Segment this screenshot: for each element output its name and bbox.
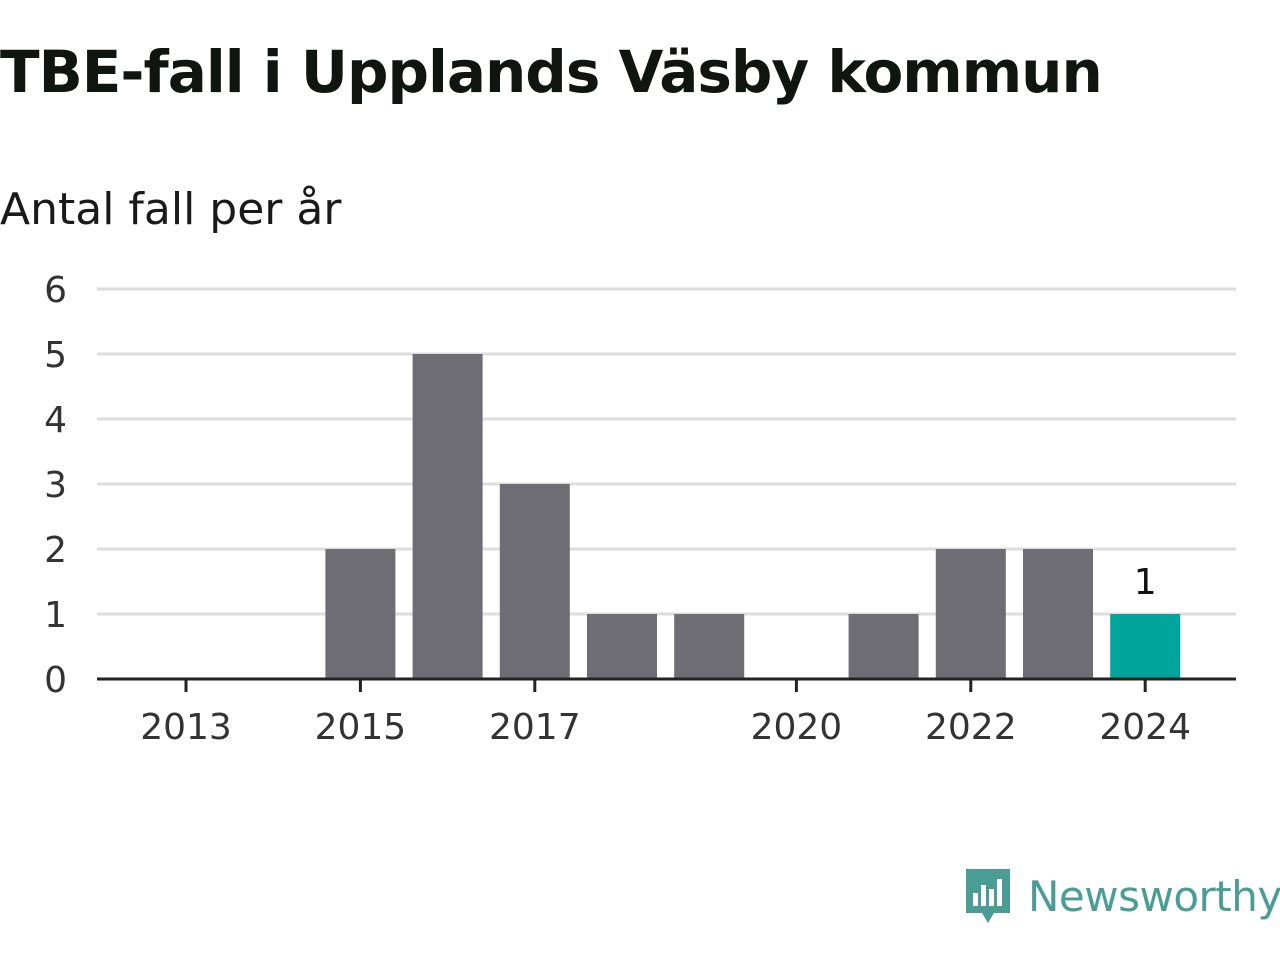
y-tick-label: 4 xyxy=(44,400,67,441)
bar-2015 xyxy=(325,549,396,679)
bar-2016 xyxy=(412,354,483,679)
bar-2024 xyxy=(1110,614,1181,679)
y-tick-label: 5 xyxy=(44,335,67,376)
bar-2018 xyxy=(587,614,657,679)
x-tick-label: 2024 xyxy=(1099,707,1191,748)
x-axis-ticks: 2013 2015 2017 2020 2022 2024 xyxy=(140,679,1191,748)
gridlines xyxy=(97,287,1236,616)
data-label-2024: 1 xyxy=(1134,562,1157,603)
x-tick-label: 2013 xyxy=(140,707,232,748)
chart-title: TBE-fall i Upplands Väsby kommun xyxy=(0,38,1103,106)
x-tick-label: 2020 xyxy=(751,707,843,748)
brand-name: Newsworthy xyxy=(1028,871,1280,921)
x-tick-label: 2022 xyxy=(925,707,1017,748)
y-tick-label: 3 xyxy=(44,465,67,506)
newsworthy-logo: Newsworthy xyxy=(962,864,1280,928)
y-tick-label: 6 xyxy=(44,270,67,311)
newsworthy-logo-icon xyxy=(966,869,1010,923)
bar-2019 xyxy=(674,614,745,679)
y-tick-label: 0 xyxy=(44,660,67,701)
x-tick-label: 2017 xyxy=(489,707,581,748)
y-tick-label: 1 xyxy=(44,595,67,636)
x-tick-label: 2015 xyxy=(315,707,407,748)
bars xyxy=(325,354,1181,679)
bar-2022 xyxy=(935,549,1006,679)
y-axis-ticks: 0 1 2 3 4 5 6 xyxy=(44,270,67,701)
bar-2021 xyxy=(848,614,919,679)
y-tick-label: 2 xyxy=(44,530,67,571)
bar-2023 xyxy=(1023,549,1093,679)
data-labels: 1 xyxy=(1134,562,1157,603)
chart-subtitle: Antal fall per år xyxy=(0,184,342,235)
bar-2017 xyxy=(499,484,570,679)
